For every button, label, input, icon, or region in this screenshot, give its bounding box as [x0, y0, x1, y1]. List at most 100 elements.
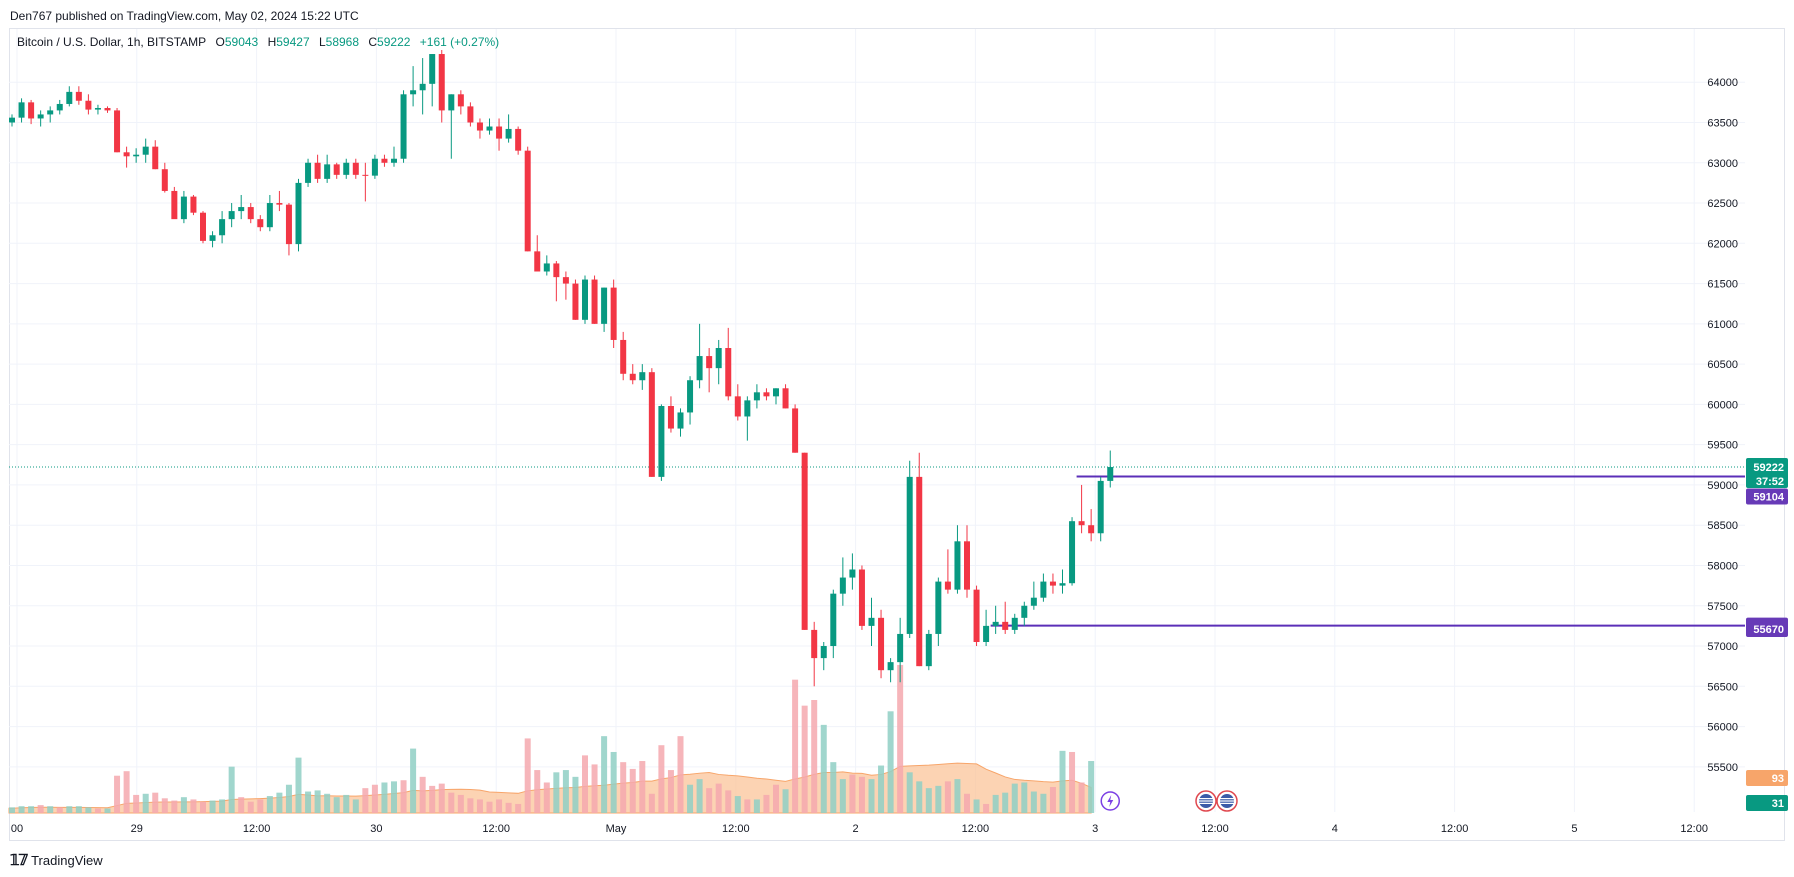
candle-body — [505, 128, 512, 139]
time-tick-label: 12:00 — [722, 823, 750, 835]
volume-bar — [964, 793, 970, 813]
candle-body — [696, 356, 703, 381]
candle-body — [878, 617, 885, 671]
candle-body — [219, 219, 226, 236]
volume-bar — [811, 700, 818, 813]
candle-body — [238, 207, 245, 212]
volume-bar — [152, 792, 159, 813]
candle-body — [123, 152, 130, 157]
volume-bar — [515, 803, 522, 813]
volume-bar — [180, 797, 187, 813]
volume-bar — [954, 779, 961, 813]
volume-bar — [543, 782, 550, 813]
candles — [9, 50, 1114, 687]
candle-body — [467, 106, 474, 123]
tradingview-brand[interactable]: 𝟙𝟟 TradingView — [10, 851, 103, 869]
volume-bar — [276, 792, 283, 813]
candle-body — [553, 263, 560, 278]
volume-bar — [935, 785, 942, 813]
candle-body — [734, 396, 741, 417]
candle-body — [333, 164, 340, 175]
candle-body — [1049, 581, 1056, 586]
volume-bar — [400, 780, 407, 813]
candle-body — [744, 400, 751, 417]
volume-bar — [973, 799, 980, 813]
chart-icons — [1100, 790, 1238, 812]
candle-body — [648, 372, 655, 477]
price-tick-label: 60500 — [1707, 359, 1738, 371]
volume-bar — [553, 772, 560, 813]
candle-body — [601, 287, 608, 324]
volume-ma-tag-bg — [1746, 770, 1788, 786]
volume-bar — [992, 794, 999, 813]
volume-bar — [219, 799, 226, 813]
price-tick-label: 57000 — [1707, 641, 1738, 653]
volume-bar — [362, 788, 369, 813]
horizontal-levels — [990, 475, 1745, 627]
candle-body — [209, 235, 216, 241]
candle-body — [572, 283, 579, 320]
candle-body — [897, 633, 904, 663]
candle-body — [257, 219, 264, 228]
volume-bar — [639, 761, 646, 813]
volume-bar — [1069, 751, 1076, 813]
volume-bar — [687, 784, 694, 813]
candle-body — [983, 625, 990, 642]
time-tick-label: 2 — [853, 823, 859, 835]
candle-body — [410, 90, 417, 95]
candle-body — [992, 621, 999, 626]
flag-stripe — [1220, 798, 1234, 800]
volume-bar — [524, 738, 531, 813]
volume-bar — [133, 794, 140, 813]
volume-bar — [391, 781, 397, 813]
volume-bar — [830, 762, 837, 813]
level-far-tag: 55670 — [1753, 624, 1784, 636]
brand-name: TradingView — [31, 852, 103, 868]
volume-bar — [801, 705, 808, 813]
candle-body — [1040, 581, 1047, 598]
candle-body — [276, 203, 283, 205]
candle-body — [285, 204, 292, 245]
volume-bar — [238, 797, 245, 813]
candle-body — [419, 83, 426, 91]
candle-body — [820, 646, 827, 659]
volume-bar — [562, 770, 569, 813]
volume-bar — [114, 775, 121, 813]
last-price-tag-bg — [1746, 458, 1788, 489]
candle-body — [639, 372, 646, 381]
candle-body — [161, 169, 168, 191]
volume-bar — [18, 806, 25, 813]
volume-bar — [123, 771, 130, 813]
candle-body — [792, 408, 799, 453]
candle-body — [18, 102, 25, 118]
volume-bar — [438, 783, 445, 813]
candle-body — [753, 392, 760, 401]
candle-body — [629, 373, 636, 381]
candle-body — [973, 589, 980, 642]
volume-bar — [753, 799, 760, 813]
candle-body — [1107, 467, 1114, 481]
volume-bar — [820, 724, 827, 813]
price-tick-label: 62000 — [1707, 238, 1738, 250]
volume-bar — [1021, 782, 1028, 813]
volume-bar — [734, 796, 741, 813]
flag-stripe — [1199, 800, 1213, 802]
candle-body — [486, 126, 493, 131]
candle-body — [524, 150, 531, 252]
chart-frame[interactable] — [9, 28, 1785, 841]
price-tick-label: 61000 — [1707, 319, 1738, 331]
candle-body — [925, 633, 932, 667]
volume-bar — [448, 792, 455, 813]
flag-stripe — [1199, 798, 1213, 800]
candle-body — [858, 569, 865, 626]
volume-bar — [878, 765, 885, 813]
candle-body — [496, 126, 503, 139]
candle-body — [429, 54, 436, 84]
volume-bar — [467, 798, 474, 813]
volume-bar — [1078, 782, 1085, 813]
time-tick-label: 3 — [1092, 823, 1098, 835]
volume-bar — [333, 797, 340, 813]
price-tick-label: 63500 — [1707, 117, 1738, 129]
